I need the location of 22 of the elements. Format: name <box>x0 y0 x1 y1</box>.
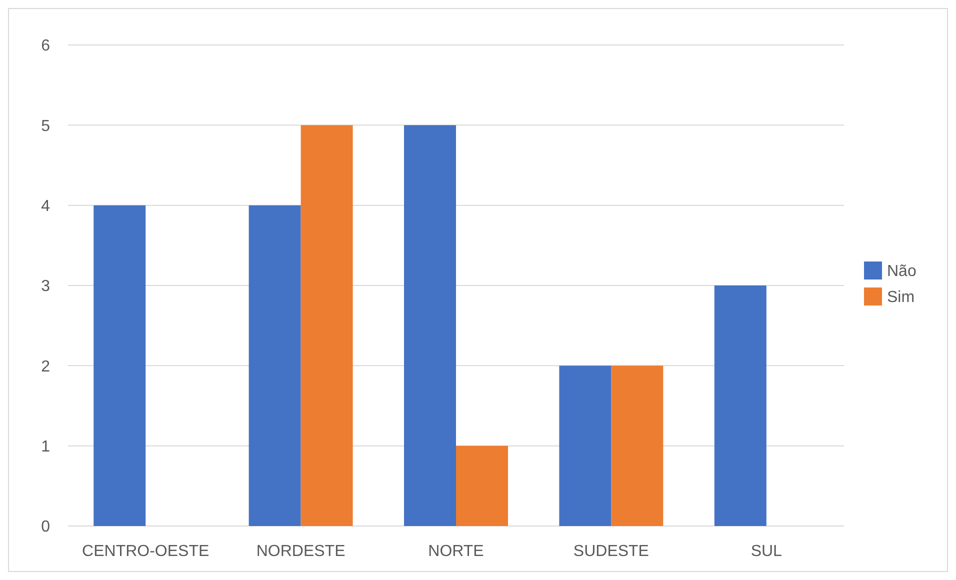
y-tick-label: 4 <box>41 198 50 215</box>
x-tick-label: SUDESTE <box>573 543 649 560</box>
x-tick-label: CENTRO-OESTE <box>82 543 210 560</box>
legend-label: Não <box>887 263 916 280</box>
bar <box>456 446 508 526</box>
x-tick-label: NORTE <box>428 543 484 560</box>
bar <box>300 125 353 526</box>
y-tick-label: 0 <box>41 518 50 536</box>
legend-label: Sim <box>887 289 915 306</box>
bar <box>404 125 456 526</box>
bar <box>248 205 301 526</box>
y-tick-label: 1 <box>41 438 50 456</box>
bar <box>94 205 146 526</box>
bar <box>559 366 612 526</box>
bar <box>611 366 664 526</box>
y-tick-label: 5 <box>41 118 50 135</box>
y-tick-label: 3 <box>41 278 50 296</box>
x-tick-label: SUL <box>750 543 782 560</box>
bar <box>714 286 766 526</box>
y-tick-label: 6 <box>41 38 50 55</box>
y-tick-label: 2 <box>41 358 50 376</box>
x-tick-label: NORDESTE <box>256 543 346 560</box>
